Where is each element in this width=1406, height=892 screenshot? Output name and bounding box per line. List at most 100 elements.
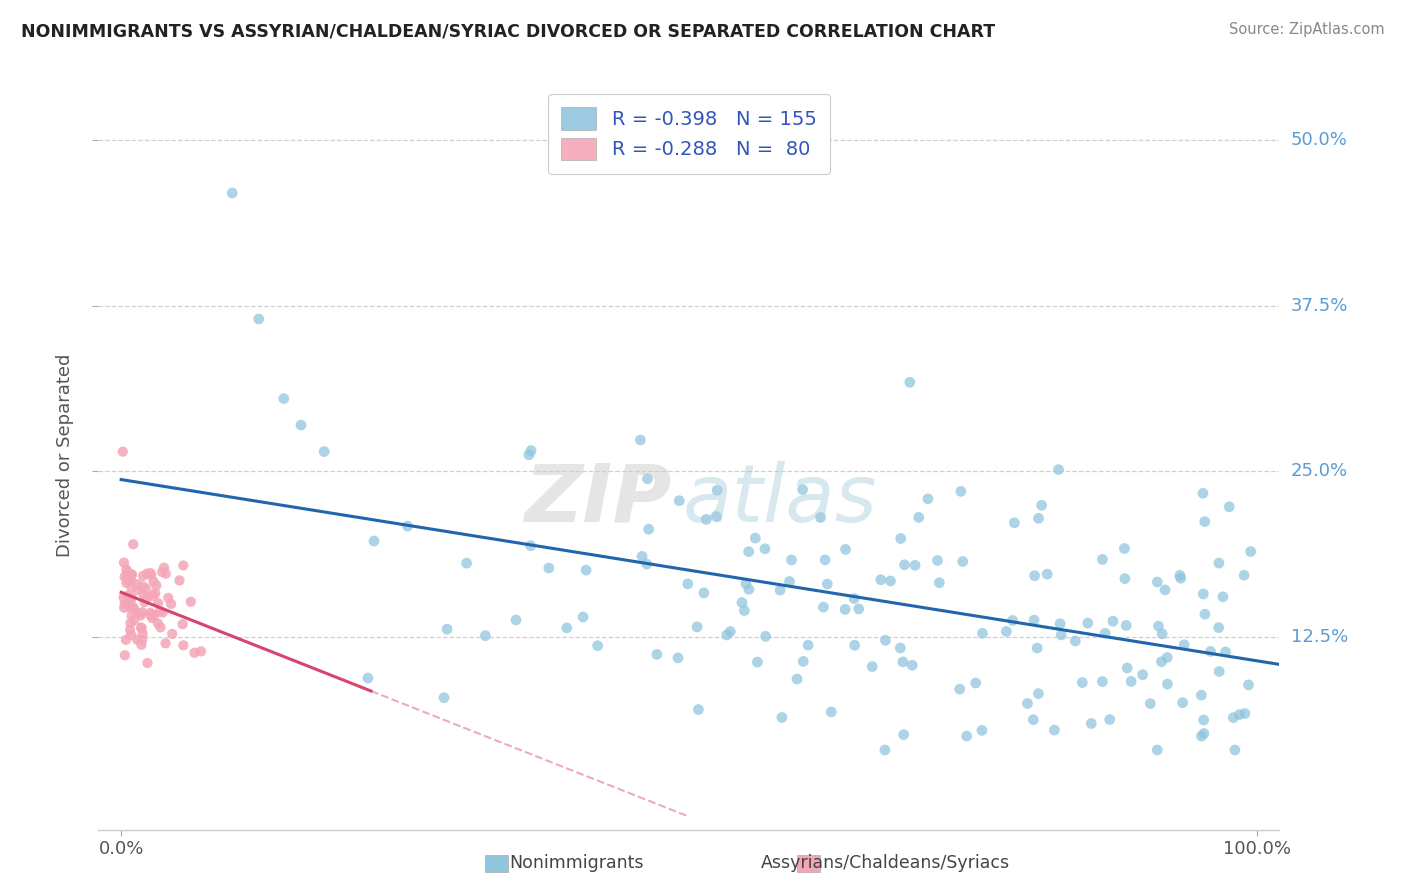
Point (834, 542, 856, 557)
Point (815, 577, 838, 591)
Point (117, 592, 139, 607)
Point (1146, 743, 1168, 757)
Y-axis label: Divorced or Separated: Divorced or Separated (56, 353, 75, 557)
Point (666, 651, 689, 665)
Point (117, 566, 139, 580)
Legend: R = -0.398   N = 155, R = -0.288   N =  80: R = -0.398 N = 155, R = -0.288 N = 80 (547, 94, 831, 174)
Point (136, 656, 159, 670)
Point (314, 444, 336, 458)
Point (1091, 552, 1114, 566)
Point (1223, 743, 1246, 757)
Point (733, 603, 755, 617)
Point (668, 493, 690, 508)
Point (780, 553, 803, 567)
Point (731, 596, 754, 610)
Point (1156, 650, 1178, 665)
Point (112, 591, 135, 605)
Point (111, 444, 134, 458)
Text: NONIMMIGRANTS VS ASSYRIAN/CHALDEAN/SYRIAC DIVORCED OR SEPARATED CORRELATION CHAR: NONIMMIGRANTS VS ASSYRIAN/CHALDEAN/SYRIA… (21, 22, 995, 40)
Point (995, 624, 1018, 639)
Point (120, 571, 142, 585)
Point (1026, 641, 1049, 656)
Point (706, 509, 728, 524)
Point (889, 641, 911, 656)
Point (1002, 516, 1025, 530)
Point (146, 596, 169, 610)
Point (688, 702, 710, 716)
Point (1102, 614, 1125, 628)
Point (1077, 615, 1099, 630)
Point (142, 589, 165, 603)
Point (842, 591, 865, 606)
Point (142, 574, 165, 589)
Point (139, 608, 162, 623)
Point (122, 537, 145, 551)
Point (1222, 710, 1244, 724)
Point (172, 558, 194, 573)
Point (120, 568, 142, 582)
Point (873, 743, 896, 757)
Point (1170, 571, 1192, 585)
Point (132, 569, 155, 583)
Point (1028, 511, 1050, 525)
Point (875, 633, 897, 648)
Point (970, 723, 993, 738)
Point (115, 572, 138, 586)
Point (127, 582, 149, 597)
Point (112, 556, 135, 570)
Point (1139, 697, 1161, 711)
Point (131, 638, 153, 652)
Point (792, 654, 814, 668)
Point (1047, 462, 1070, 476)
Point (770, 710, 793, 724)
Point (572, 610, 595, 624)
Point (143, 608, 166, 623)
Point (120, 628, 142, 642)
Point (834, 602, 856, 616)
Point (131, 626, 153, 640)
Point (1115, 618, 1137, 632)
Point (1233, 568, 1256, 582)
Point (1116, 661, 1139, 675)
Point (152, 606, 174, 620)
Point (1240, 544, 1263, 558)
Point (716, 628, 738, 642)
Point (436, 622, 458, 636)
Point (686, 620, 709, 634)
Point (114, 648, 136, 663)
Point (121, 591, 143, 605)
Point (1049, 616, 1071, 631)
Point (928, 575, 950, 590)
Point (1173, 638, 1195, 652)
Point (1017, 697, 1039, 711)
Point (162, 627, 184, 641)
Point (433, 690, 456, 705)
Point (1094, 626, 1116, 640)
Point (114, 597, 136, 611)
Point (117, 591, 139, 606)
Point (810, 510, 832, 524)
Point (1036, 567, 1059, 582)
Text: 50.0%: 50.0% (1291, 131, 1347, 149)
Point (718, 624, 741, 639)
Point (190, 644, 212, 658)
Point (586, 639, 609, 653)
Point (1154, 582, 1177, 597)
Point (474, 629, 496, 643)
Point (1233, 706, 1256, 721)
Point (120, 623, 142, 637)
Point (1171, 696, 1194, 710)
Point (1050, 628, 1073, 642)
Point (505, 613, 527, 627)
Point (1192, 587, 1215, 601)
Point (456, 556, 478, 570)
Point (693, 586, 716, 600)
Point (844, 638, 866, 652)
Point (115, 562, 138, 576)
Point (1147, 619, 1170, 633)
Point (120, 616, 142, 631)
Point (1237, 678, 1260, 692)
Point (792, 483, 814, 497)
Point (797, 638, 820, 652)
Point (131, 632, 153, 647)
